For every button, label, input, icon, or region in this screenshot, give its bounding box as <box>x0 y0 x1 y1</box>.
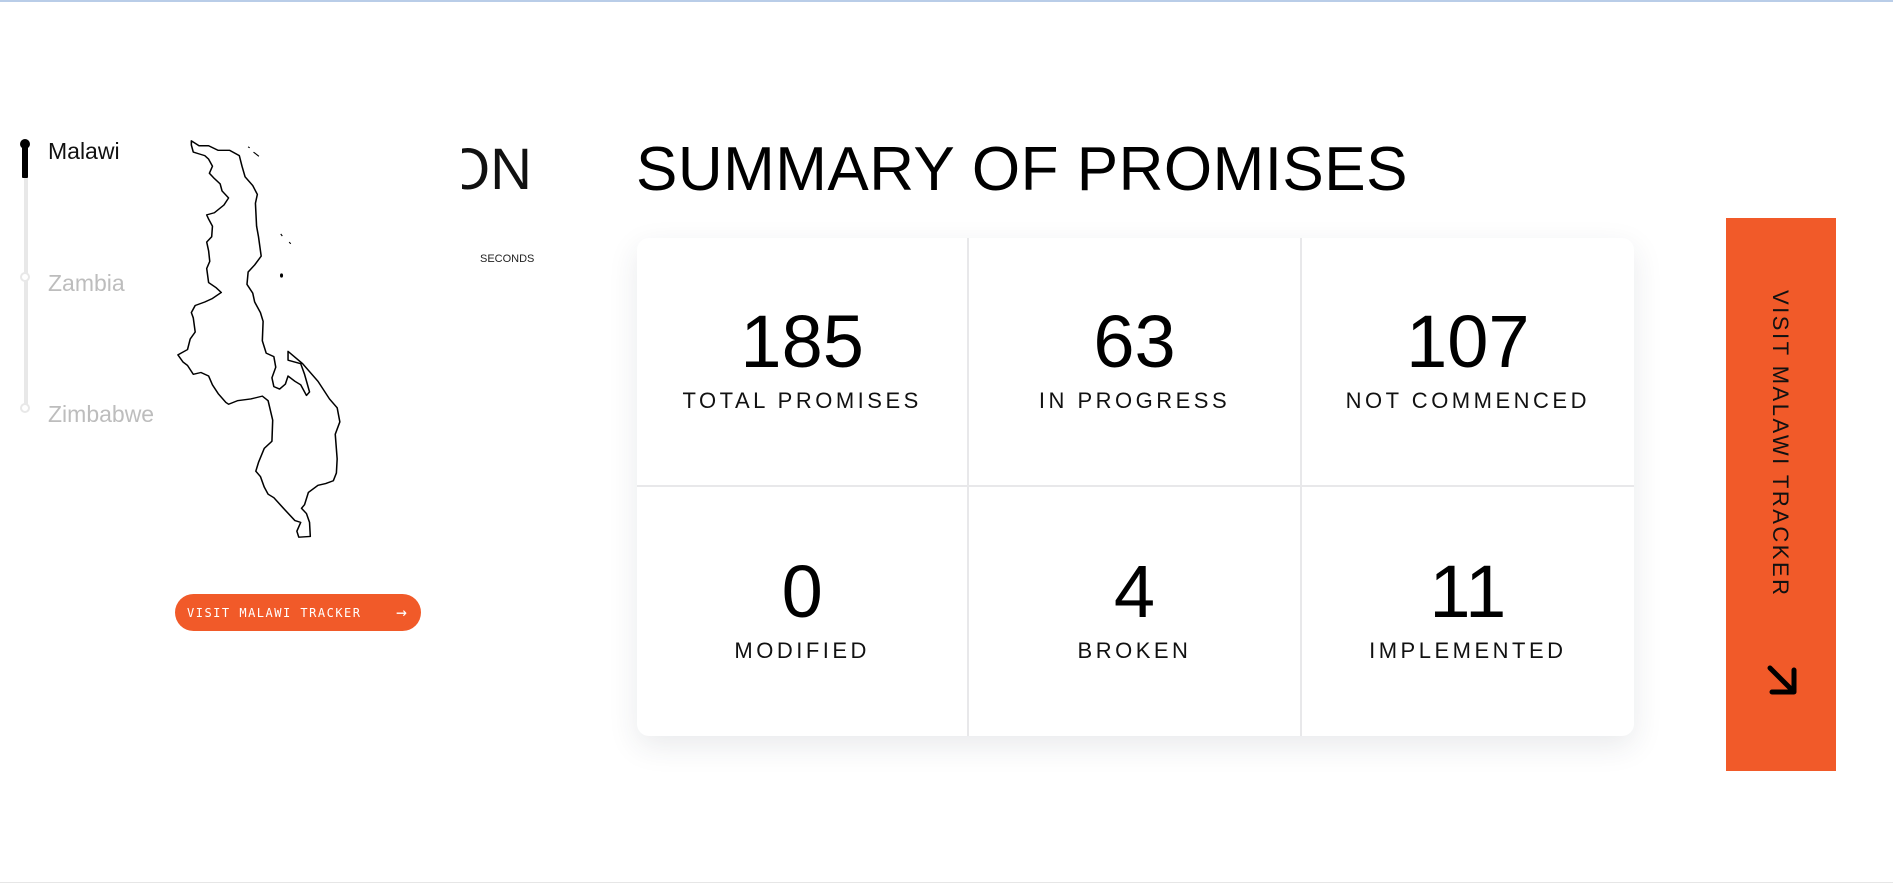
visit-button-label: VISIT MALAWI TRACKER <box>187 605 362 620</box>
stat-value: 0 <box>781 549 823 633</box>
side-visit-tracker-button[interactable]: VISIT MALAWI TRACKER <box>1726 218 1836 771</box>
stat-in-progress: 63 IN PROGRESS <box>969 238 1302 487</box>
side-tracker-label: VISIT MALAWI TRACKER <box>1768 290 1793 598</box>
stat-label: NOT COMMENCED <box>1345 387 1590 413</box>
stat-value: 107 <box>1406 299 1530 383</box>
stat-value: 4 <box>1113 549 1156 633</box>
timeline-item-zambia[interactable]: Zambia <box>48 270 125 296</box>
timeline-progress <box>22 146 28 178</box>
arrow-down-right-icon <box>1767 665 1797 695</box>
timeline-dot-zambia[interactable] <box>20 272 30 282</box>
stat-value: 63 <box>1093 299 1176 383</box>
malawi-map-icon <box>177 140 341 538</box>
timeline-item-zimbabwe[interactable]: Zimbabwe <box>48 401 155 427</box>
stat-total-promises: 185 TOTAL PROMISES <box>637 238 970 487</box>
stat-not-commenced: 107 NOT COMMENCED <box>1301 238 1634 487</box>
promises-summary-card: 185 TOTAL PROMISES 63 IN PROGRESS 107 NO… <box>637 238 1634 736</box>
stat-label: TOTAL PROMISES <box>682 387 922 413</box>
timeline-dot-malawi[interactable] <box>20 139 30 149</box>
stat-label: BROKEN <box>1077 637 1192 663</box>
countdown-seconds-label: SECONDS <box>480 253 535 265</box>
summary-title: SUMMARY OF PROMISES <box>636 135 1408 204</box>
stat-modified: 0 MODIFIED <box>637 487 970 736</box>
stat-broken: 4 BROKEN <box>969 487 1302 736</box>
partial-heading: ON <box>462 140 532 200</box>
stat-label: IN PROGRESS <box>1038 387 1231 413</box>
timeline-dot-zimbabwe[interactable] <box>20 403 30 413</box>
stat-label: IMPLEMENTED <box>1369 637 1567 663</box>
timeline-item-malawi[interactable]: Malawi <box>48 138 120 164</box>
stat-value: 185 <box>740 299 864 383</box>
visit-malawi-tracker-button[interactable]: VISIT MALAWI TRACKER → <box>175 594 421 631</box>
stat-label: MODIFIED <box>734 637 870 663</box>
stat-value: 11 <box>1429 549 1507 633</box>
arrow-right-icon: → <box>396 602 407 623</box>
bottom-divider <box>0 882 1893 883</box>
stat-implemented: 11 IMPLEMENTED <box>1302 487 1634 736</box>
top-border <box>0 0 1893 2</box>
